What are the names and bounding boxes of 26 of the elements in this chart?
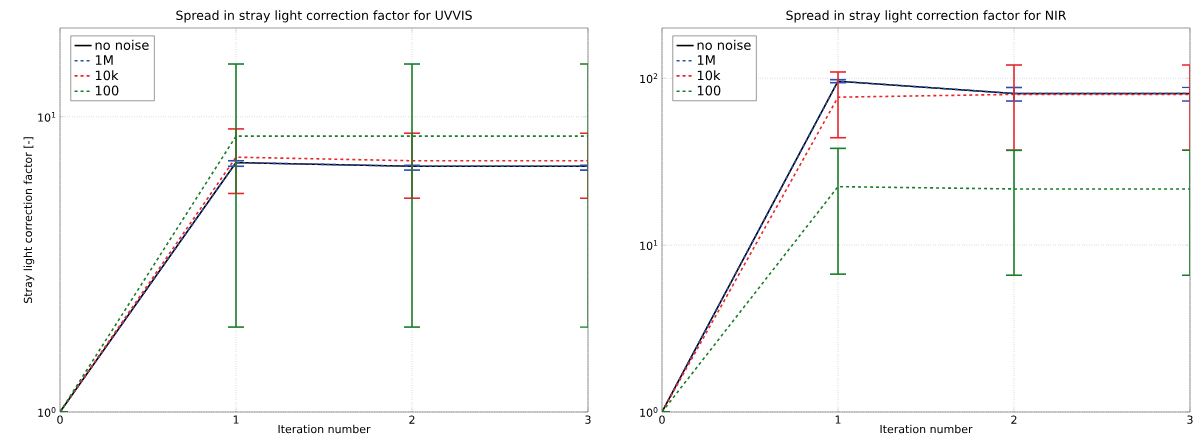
legend-label: no noise — [95, 39, 149, 50]
x-tick-label: 3 — [585, 415, 591, 424]
x-tick-label: 2 — [1011, 415, 1017, 424]
legend-label: 10k — [697, 70, 721, 81]
y-tick-label: 10$^{1}$ — [38, 111, 56, 122]
x-tick-label: 1 — [233, 415, 239, 424]
y-tick-label: 10$^{1}$ — [640, 240, 658, 250]
y-tick-label: 10$^{0}$ — [640, 407, 658, 417]
x-tick-label: 1 — [835, 415, 841, 424]
x-tick-label: 0 — [57, 415, 63, 424]
x-axis-title: Iteration number — [278, 424, 371, 434]
legend-label: 1M — [697, 55, 715, 65]
y-tick-label: 10$^{0}$ — [38, 407, 56, 417]
legend-label: 100 — [697, 85, 721, 96]
x-tick-label: 3 — [1187, 415, 1193, 424]
chart-title: Spread in stray light correction factor for UVVIS — [176, 10, 472, 23]
y-tick-label: 10$^{2}$ — [640, 73, 658, 84]
x-tick-label: 0 — [659, 415, 665, 424]
legend-label: 10k — [95, 70, 119, 81]
legend-label: 100 — [95, 85, 119, 96]
chart-title: Spread in stray light correction factor for NIR — [786, 10, 1067, 23]
legend-label: no noise — [697, 39, 751, 50]
x-axis-title: Iteration number — [880, 424, 973, 434]
y-axis-title: Stray light correction factor [-] — [23, 137, 35, 304]
x-tick-label: 2 — [409, 415, 415, 424]
legend-label: 1M — [95, 55, 113, 65]
